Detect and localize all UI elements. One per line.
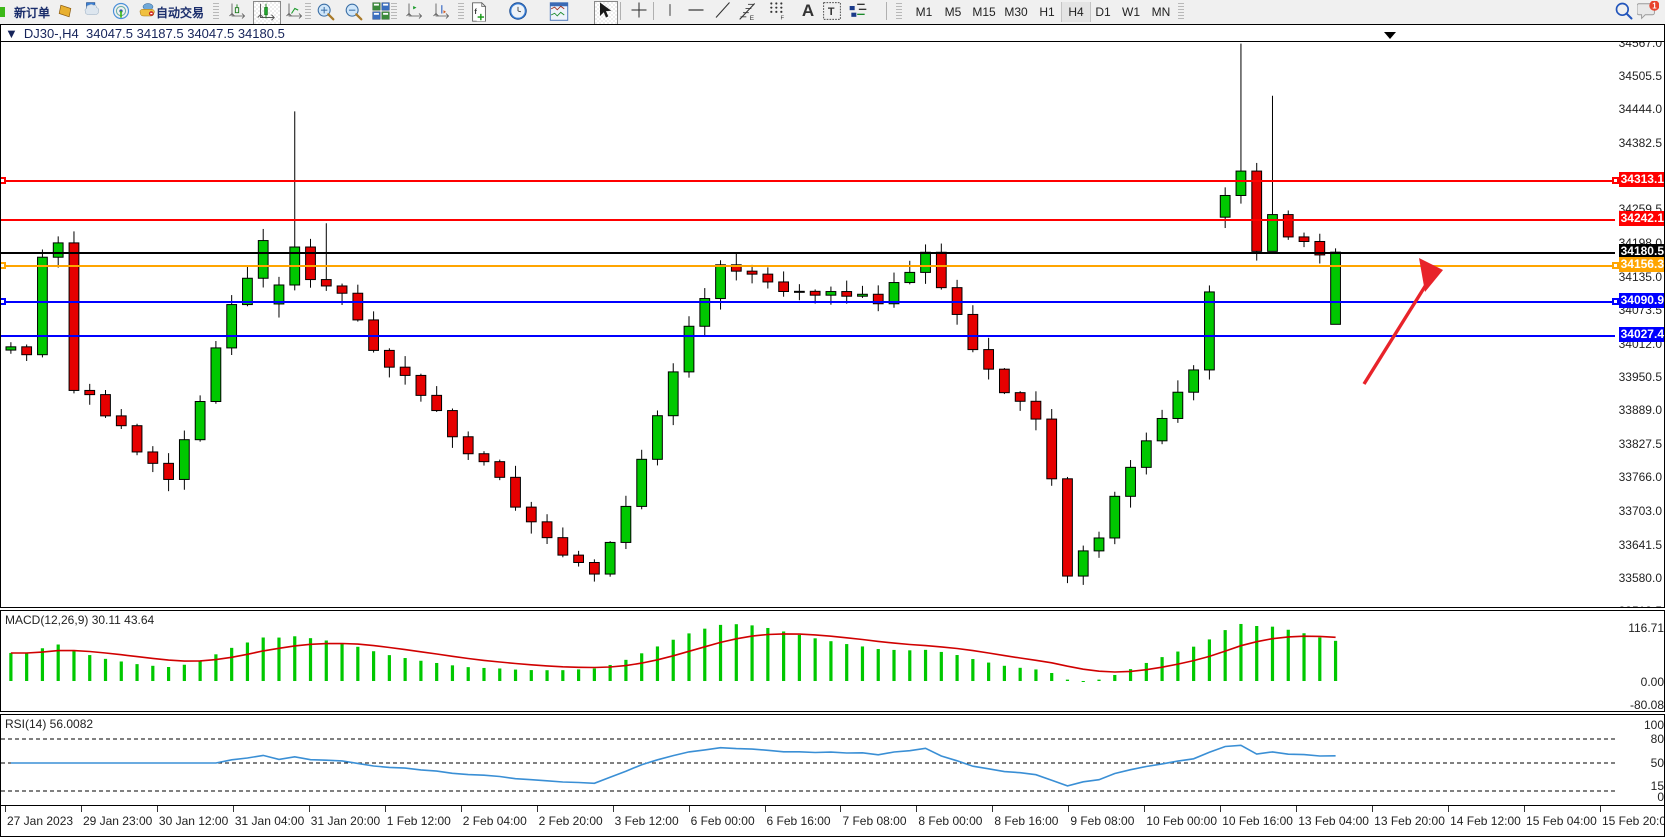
svg-text:T: T <box>828 6 835 18</box>
svg-text:F: F <box>781 15 785 21</box>
svg-text:1: 1 <box>1652 2 1657 11</box>
svg-text:E: E <box>750 15 755 21</box>
